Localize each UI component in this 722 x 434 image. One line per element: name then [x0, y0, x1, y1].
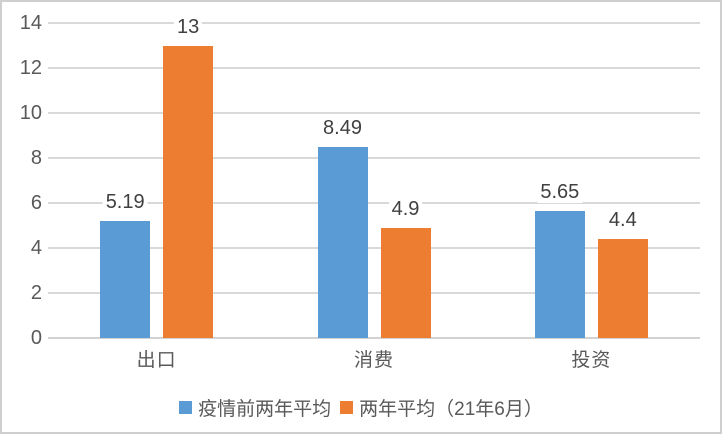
gridline [48, 202, 700, 204]
bar-value-label: 4.9 [388, 197, 423, 220]
bar-投资-series1 [534, 210, 585, 338]
bar-value-label: 4.4 [605, 209, 640, 231]
y-axis-tick-label: 2 [30, 282, 42, 304]
gridline [48, 247, 700, 249]
gridline [48, 112, 700, 114]
x-axis-category-label: 出口 [136, 350, 177, 371]
bar-消费-series2 [380, 227, 431, 338]
x-axis-category-label: 投资 [571, 350, 612, 371]
legend-swatch-blue [179, 400, 193, 414]
gridline [48, 67, 700, 69]
legend-item: 两年平均（21年6月） [340, 394, 543, 421]
bar-出口-series1 [100, 221, 151, 338]
legend: 疫情前两年平均 两年平均（21年6月） [2, 394, 720, 420]
bar-value-label: 8.49 [320, 116, 365, 139]
legend-swatch-orange [340, 400, 354, 414]
x-axis-category-label: 消费 [353, 350, 395, 371]
legend-label: 疫情前两年平均 [198, 398, 332, 420]
y-axis-tick-label: 12 [19, 57, 42, 79]
y-axis-tick-label: 4 [30, 237, 42, 259]
legend-label: 两年平均（21年6月） [359, 398, 543, 420]
y-axis-tick-label: 14 [19, 12, 42, 34]
bar-value-label: 5.19 [102, 191, 148, 214]
y-axis-tick-label: 6 [30, 192, 42, 214]
gridline [48, 22, 700, 24]
legend-item: 疫情前两年平均 [179, 394, 331, 421]
y-axis-tick-label: 0 [30, 327, 42, 349]
bar-出口-series2 [163, 45, 214, 338]
bar-value-label: 13 [174, 15, 203, 38]
gridline [48, 292, 700, 294]
gridline [48, 157, 700, 159]
x-axis-line [48, 337, 700, 339]
y-axis-tick-label: 10 [19, 102, 42, 124]
y-axis-tick-label: 8 [30, 147, 42, 169]
bar-value-label: 5.65 [537, 180, 583, 203]
bar-消费-series1 [317, 146, 368, 338]
bar-投资-series2 [597, 239, 648, 338]
